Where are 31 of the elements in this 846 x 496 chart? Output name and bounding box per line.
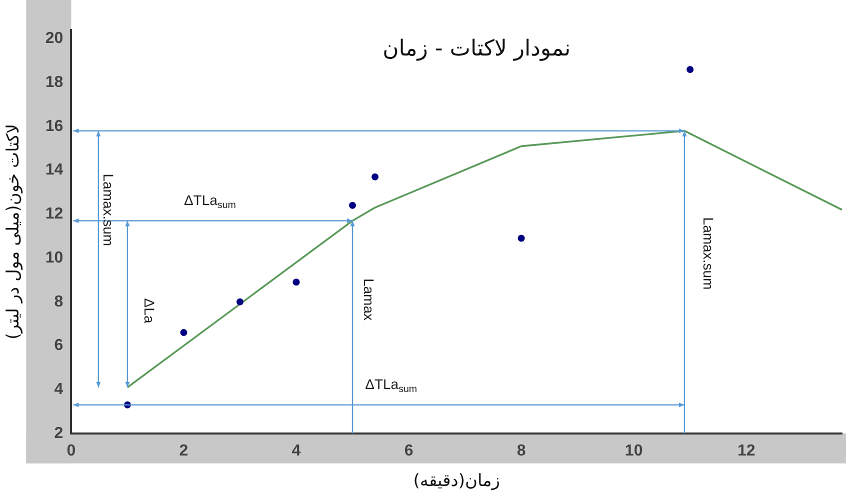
annotation: ΔLa: [141, 298, 158, 324]
y-tick-label: 12: [45, 206, 64, 223]
x-tick-label: 2: [179, 442, 188, 460]
x-tick-label: 12: [737, 442, 756, 460]
point: [349, 202, 356, 209]
y-tick-label: 18: [45, 74, 64, 92]
y-axis-title: لاکتات خون(میلی مول در لیتر): [4, 124, 24, 340]
point: [236, 298, 244, 306]
point: [686, 66, 694, 73]
y-tick-label: 20: [45, 30, 64, 48]
annotation: Lamax: [361, 278, 378, 320]
y-tick-label: 10: [45, 249, 64, 266]
y-tick-label: 4: [54, 380, 64, 398]
x-axis-title: زمان(دقیقه): [413, 471, 500, 492]
y-tick-label: 16: [45, 118, 64, 135]
x-tick-label: 4: [292, 442, 301, 460]
point: [372, 173, 379, 180]
y-tick-label: 6: [54, 337, 64, 354]
y-tick-label: 2: [54, 424, 64, 442]
point: [292, 278, 300, 286]
annotation: Lamax.sum: [100, 174, 117, 246]
x-tick-label: 0: [66, 442, 76, 460]
point: [180, 329, 188, 336]
point: [518, 234, 525, 242]
chart-title: نمودار لاکتات - زمان: [382, 36, 571, 62]
x-tick-label: 10: [624, 442, 643, 460]
x-tick-label: 8: [516, 442, 526, 460]
x-tick-label: 6: [404, 442, 414, 460]
annotation: Lamax.sum: [700, 217, 716, 290]
y-tick-label: 8: [54, 293, 64, 310]
y-tick-label: 14: [45, 162, 64, 179]
